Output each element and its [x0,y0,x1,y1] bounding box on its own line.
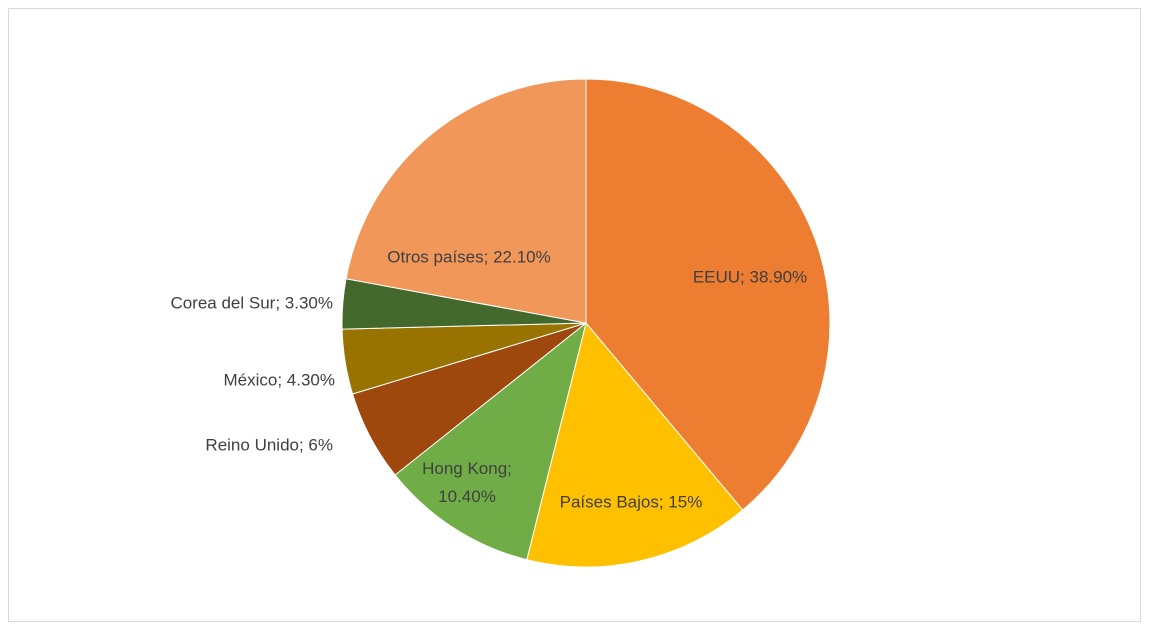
pie-slice: Países Bajos [526,321,744,568]
pie-slice: EEUU [585,78,831,511]
data-label-line: 10.40% [438,487,496,506]
data-label: EEUU; 38.90% [693,267,807,286]
pie-slice: Otros países [345,78,587,324]
slices: EEUUPaíses BajosHong KongReino UnidoMéxi… [341,78,831,568]
data-label: México; 4.30% [224,370,336,389]
data-label-line: Hong Kong; [422,459,512,478]
data-label: Países Bajos; 15% [560,492,703,511]
pie-slice: Hong Kong [394,321,587,561]
data-label: Hong Kong; 10.40% [422,459,512,506]
data-label: Reino Unido; 6% [205,435,333,454]
data-label: Corea del Sur; 3.30% [170,293,333,312]
data-label: Otros países; 22.10% [387,247,550,266]
